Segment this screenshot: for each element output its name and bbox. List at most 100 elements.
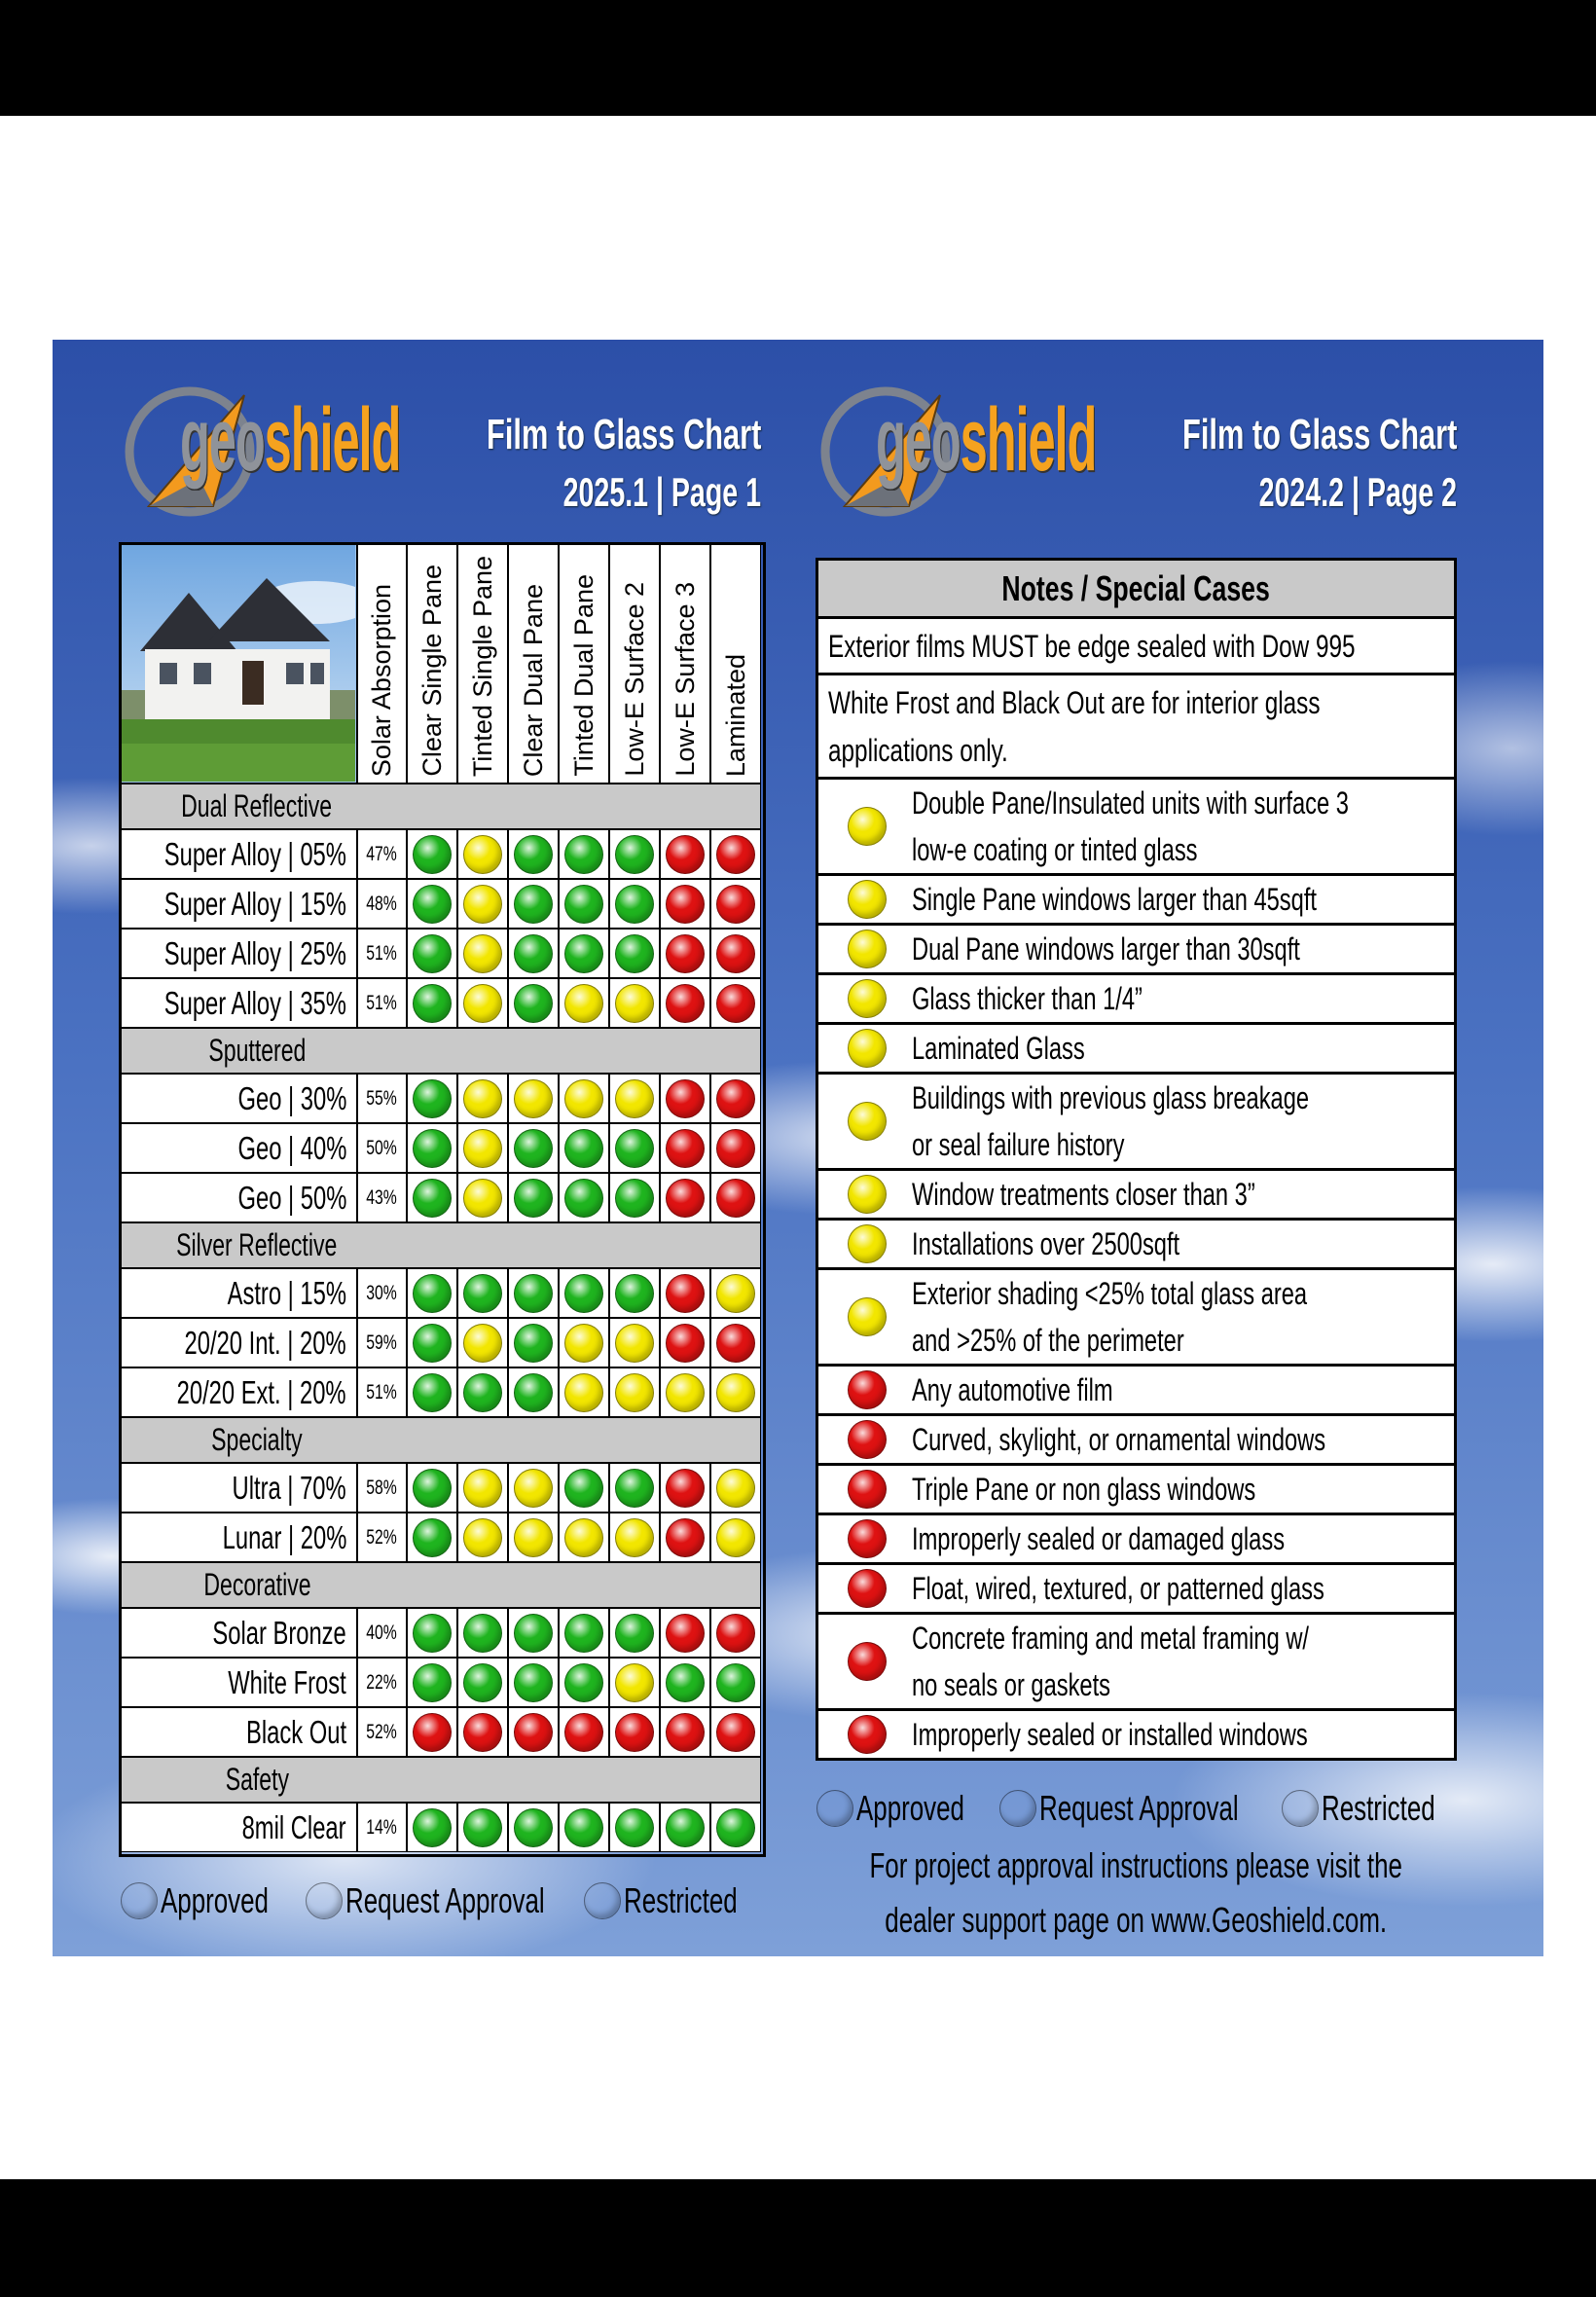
group-header: Decorative [120,1562,761,1608]
status-dot [564,1712,603,1752]
status-dot [848,1175,887,1214]
status-dot [564,884,603,924]
status-dot [716,884,755,924]
solar-cell: 52% [357,1707,407,1757]
solar-cell: 14% [357,1803,407,1852]
status-dot [666,834,705,874]
solar-value: 51% [366,1380,398,1404]
column-header: Low-E Surface 3 [660,543,710,784]
note-line: or seal failure history [912,1121,1199,1168]
column-label: Tinted Dual Pane [568,574,598,777]
status-dot [716,1323,755,1363]
status-dot [463,983,502,1023]
legend-label: Request Approval [1039,1788,1239,1828]
note-text: Glass thicker than 1/4” [912,981,1143,1016]
note-text: Float, wired, textured, or patterned gla… [912,1571,1324,1606]
solar-cell: 58% [357,1463,407,1513]
status-dot [514,884,553,924]
film-name: White Frost [228,1663,346,1700]
status-dot [848,1519,887,1558]
status-dot [514,983,553,1023]
legend-label: Approved [856,1788,964,1828]
note-text: Improperly sealed or damaged glass [912,1521,1286,1556]
note-text: Installations over 2500sqft [912,1226,1180,1261]
legend-item: Request Approval [1039,1785,1316,1832]
status-dot [564,933,603,973]
status-dot [666,1807,705,1847]
notes-table: Notes / Special Cases Exterior films MUST… [816,558,1457,1761]
status-dot [666,1128,705,1168]
column-header: Tinted Dual Pane [559,543,609,784]
film-name: Super Alloy | 05% [163,835,346,872]
solar-cell: 52% [357,1513,407,1562]
film-cell: 20/20 Ext. | 20% [120,1367,357,1417]
note-text: and >25% of the perimeter [912,1323,1184,1358]
status-dot [615,884,654,924]
title-wrap: Film to Glass Chart [369,411,761,459]
film-cell: Geo | 50% [120,1173,357,1222]
status-dot [413,834,452,874]
status-dot [514,1273,553,1313]
film-cell: Astro | 15% [120,1268,357,1318]
status-dot [564,1323,603,1363]
film-cell: Super Alloy | 15% [120,879,357,929]
text-note-row: White Frost and Black Out are for interi… [818,675,1454,780]
note-text: applications only. [828,733,1008,768]
footer-text: For project approval instructions please… [869,1845,1403,1885]
status-dot [564,983,603,1023]
status-dot [666,1323,705,1363]
note-text: or seal failure history [912,1127,1125,1162]
status-dot [615,983,654,1023]
note-text: Triple Pane or non glass windows [912,1472,1256,1507]
status-dot [848,1642,887,1681]
status-dot [413,1128,452,1168]
status-dot [615,933,654,973]
note-text: Double Pane/Insulated units with surface… [912,785,1349,820]
note-text: Exterior shading <25% total glass area [912,1276,1308,1311]
dot-note-row: Window treatments closer than 3” [818,1171,1454,1221]
subtitle: 2025.1 | Page 1 [562,469,761,515]
solar-value: 22% [366,1670,398,1694]
film-cell: 8mil Clear [120,1803,357,1852]
note-line: Laminated Glass [912,1025,1145,1072]
solar-value: 43% [366,1185,398,1209]
note-line: Exterior films MUST be edge sealed with … [828,623,1454,671]
status-dot [413,1178,452,1218]
solar-cell: 50% [357,1123,407,1173]
solar-value: 30% [366,1281,398,1304]
status-dot [848,1102,887,1141]
note-text: Single Pane windows larger than 45sqft [912,882,1317,917]
status-dot [615,1372,654,1412]
status-dot [514,1178,553,1218]
status-dot [463,1372,502,1412]
solar-value: 51% [366,941,398,965]
status-dot [716,1517,755,1557]
status-dot [413,1662,452,1702]
status-dot [584,1882,621,1919]
status-dot [121,1882,158,1919]
logo-geo: geo [876,390,961,490]
footer-line-wrap: dealer support page on www.Geoshield.com… [816,1893,1457,1948]
status-dot [514,933,553,973]
status-dot [848,880,887,919]
note-line: Glass thicker than 1/4” [912,975,1223,1022]
logo-mark [125,386,255,517]
column-label: Low-E Surface 3 [670,582,700,777]
solar-value: 59% [366,1331,398,1354]
column-label: Laminated [720,653,750,777]
note-text: Exterior films MUST be edge sealed with … [828,629,1356,664]
status-dot [848,1029,887,1068]
logo-text: geoshield [180,389,401,492]
status-dot [848,807,887,846]
status-dot [615,1323,654,1363]
solar-value: 52% [366,1720,398,1743]
film-name: Lunar | 20% [222,1518,346,1555]
status-dot [564,1807,603,1847]
note-text: Improperly sealed or installed windows [912,1717,1308,1752]
film-cell: Solar Bronze [120,1608,357,1658]
status-dot [463,1273,502,1313]
status-dot [666,1468,705,1508]
status-dot [666,933,705,973]
